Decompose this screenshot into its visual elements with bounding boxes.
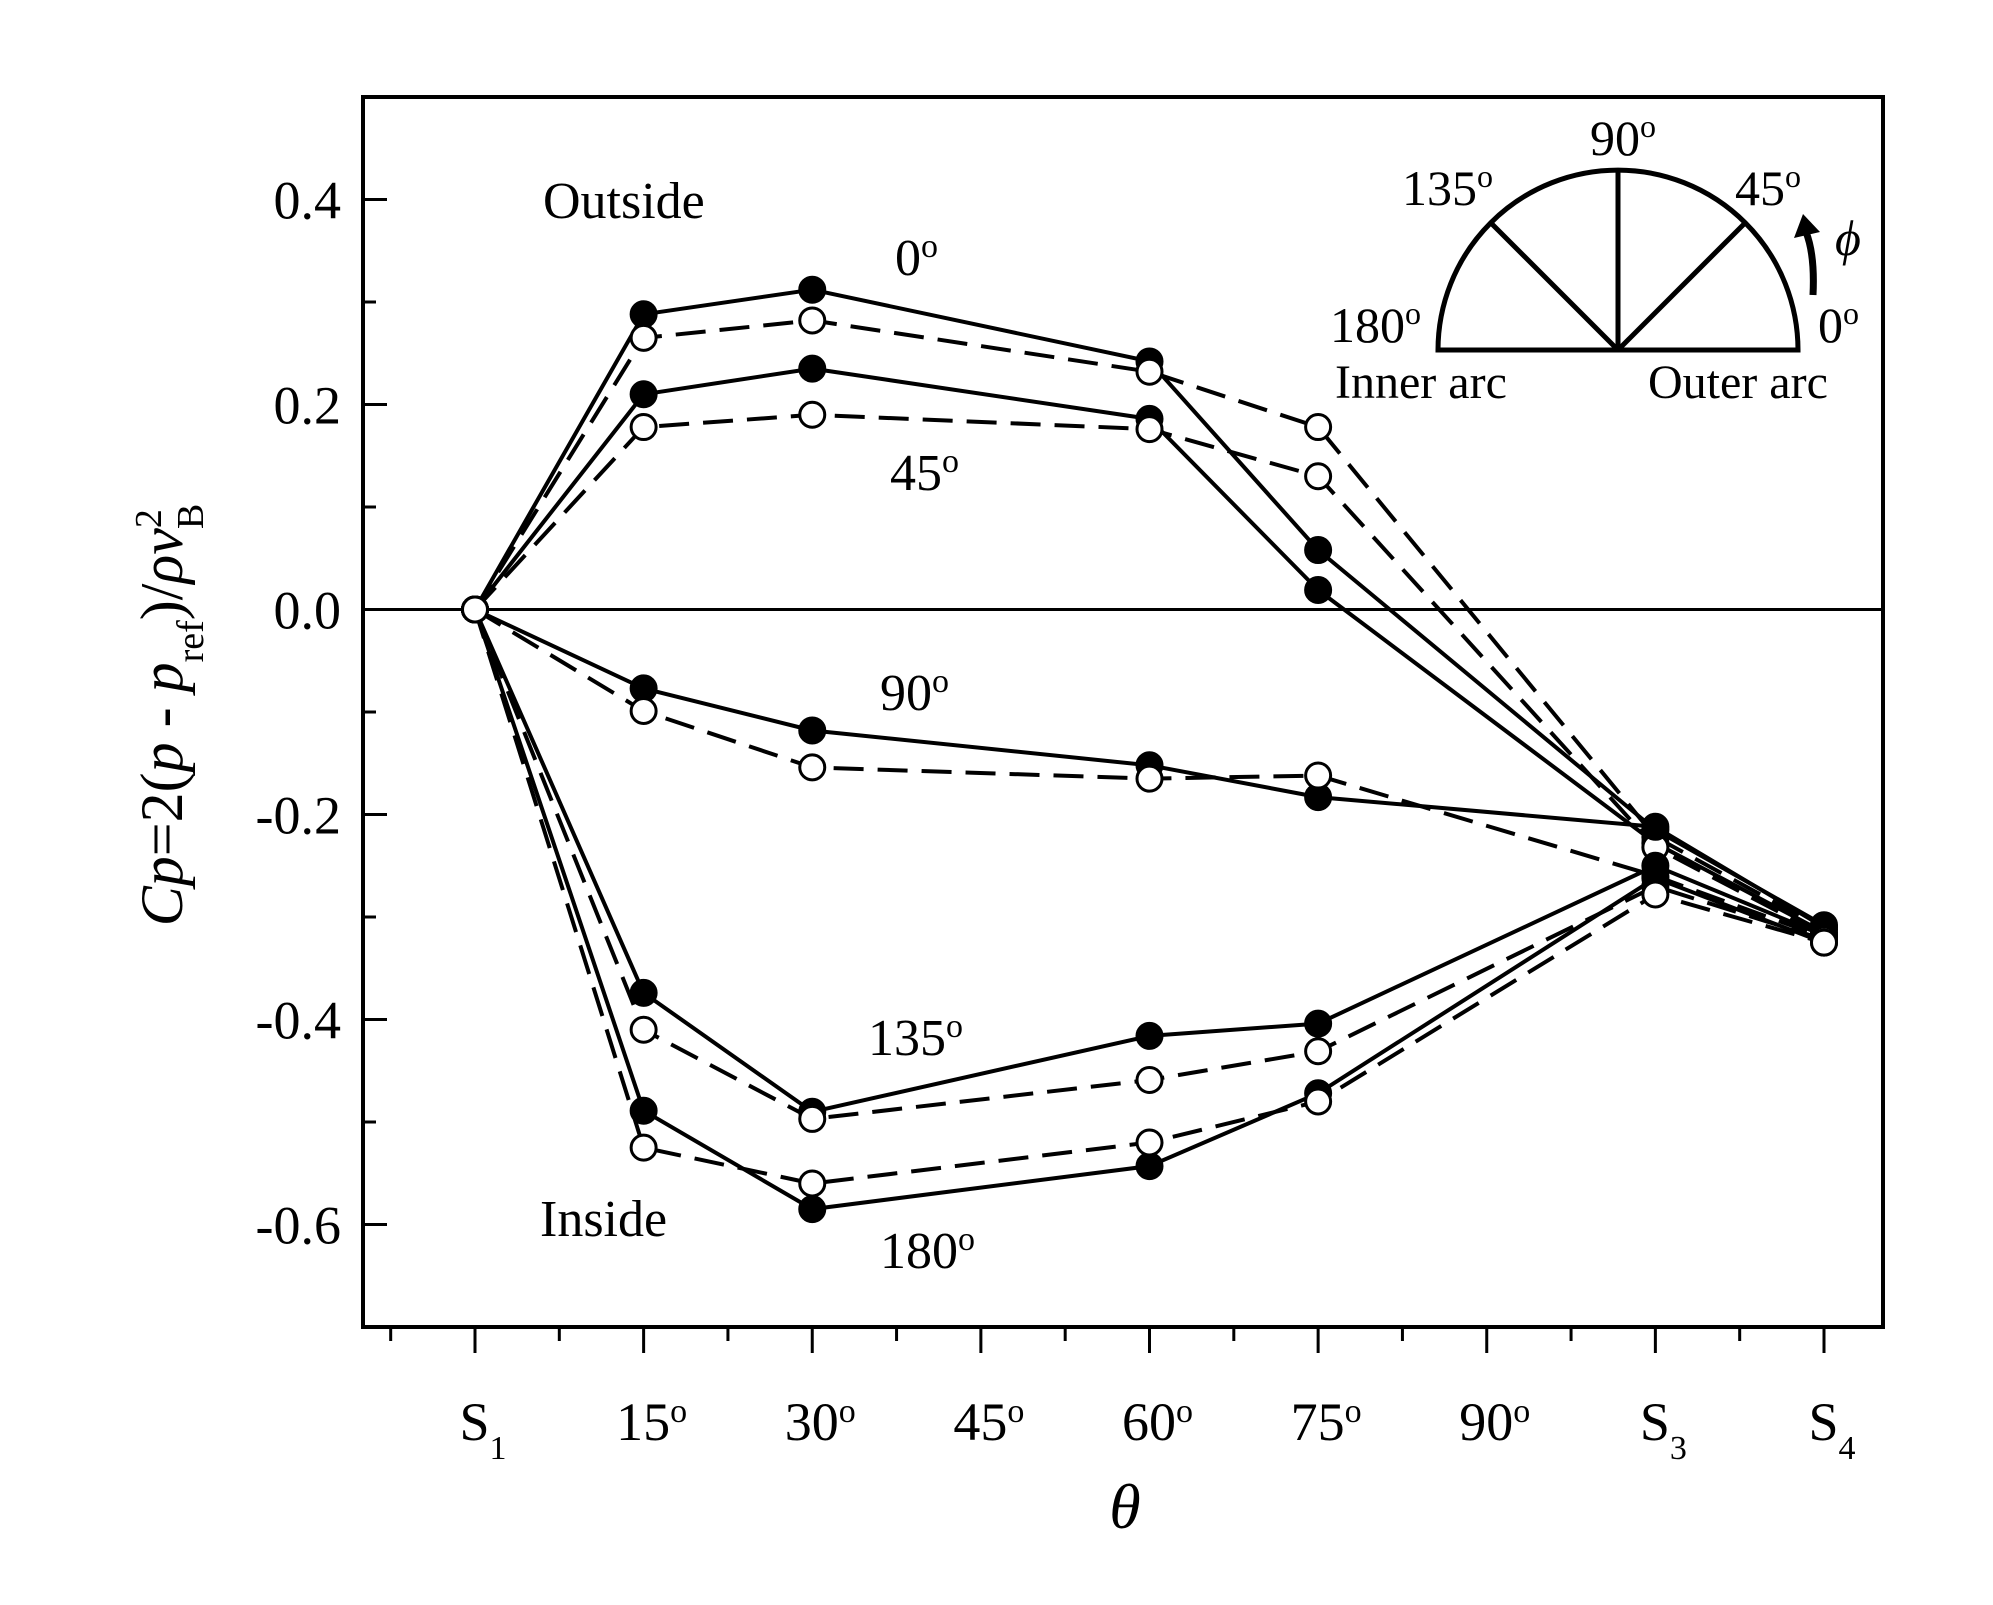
open-marker: [1304, 413, 1333, 442]
filled-marker: [1304, 536, 1333, 565]
inset-radius-line: [1488, 220, 1620, 352]
inset-outer-arc-label: Outer arc: [1648, 356, 1828, 409]
y-tick-label: 0.4: [274, 171, 342, 231]
open-marker: [1135, 1128, 1164, 1157]
label-curve-180: 180o: [880, 1221, 975, 1281]
y-tick-label: 0.0: [274, 581, 342, 641]
open-marker: [1810, 928, 1838, 957]
filled-marker: [1641, 812, 1670, 841]
x-tick-label: S1: [459, 1392, 506, 1467]
inset-semicircle: [1435, 167, 1801, 353]
x-tick-label: S3: [1640, 1392, 1687, 1467]
filled-marker: [629, 1096, 658, 1125]
inset-angle-label: 135o: [1402, 158, 1493, 216]
open-marker: [1304, 1087, 1333, 1116]
inset-angle-label: 180o: [1330, 295, 1421, 353]
x-tick-label: 90o: [1459, 1392, 1530, 1452]
label-curve-0: 0o: [895, 228, 938, 288]
y-axis-title: Cp=2(p - pref)/ρv2B: [128, 504, 212, 927]
x-axis-title: θ: [1109, 1471, 1140, 1542]
axis-titles: θ Cp=2(p - pref)/ρv2B: [128, 504, 1141, 1542]
open-marker: [1304, 761, 1333, 790]
x-tick-label: 30o: [785, 1392, 856, 1452]
filled-marker: [798, 716, 827, 745]
filled-marker: [1135, 1021, 1164, 1050]
open-marker: [629, 1133, 658, 1162]
angle-inset-diagram: 180o 135o 90o 45o 0o ϕ Inner arc Outer arc: [1330, 108, 1861, 409]
filled-marker: [798, 1195, 827, 1224]
x-tick-label: 15o: [616, 1392, 687, 1452]
x-tick-label: 60o: [1122, 1392, 1193, 1452]
y-tick-label: 0.2: [274, 376, 342, 436]
filled-marker: [1304, 576, 1333, 605]
open-marker: [798, 1169, 827, 1198]
open-marker: [798, 1104, 827, 1133]
y-tick-label: -0.4: [256, 991, 341, 1051]
filled-marker: [629, 978, 658, 1007]
open-marker: [629, 413, 658, 442]
filled-marker: [629, 300, 658, 329]
series-layer: [461, 275, 1838, 1224]
inset-phi-label: ϕ: [1835, 210, 1861, 266]
inset-inner-arc-label: Inner arc: [1335, 356, 1507, 409]
series-dashed: [461, 595, 1838, 1198]
filled-marker: [1304, 1009, 1333, 1038]
x-tick-label: S4: [1808, 1392, 1855, 1467]
inset-angle-label: 0o: [1818, 295, 1859, 353]
label-curve-45: 45o: [890, 443, 959, 503]
filled-marker: [798, 275, 827, 304]
open-marker: [629, 323, 658, 352]
annotation-layer: Outside Inside 0o 45o 90o 135o 180o: [540, 173, 975, 1280]
open-marker: [798, 753, 827, 782]
open-marker: [629, 1015, 658, 1044]
open-marker: [1641, 880, 1670, 909]
inset-radius-line: [1616, 220, 1748, 352]
y-axis: -0.6 -0.4 -0.2 0.0 0.2 0.4: [256, 95, 387, 1329]
open-marker: [629, 696, 658, 725]
open-marker: [1135, 764, 1164, 793]
inset-angle-label: 90o: [1590, 108, 1656, 166]
open-marker: [798, 306, 827, 335]
x-tick-label: 45o: [953, 1392, 1024, 1452]
annotation-outside: Outside: [543, 173, 705, 230]
filled-marker: [798, 354, 827, 383]
filled-marker: [1135, 1152, 1164, 1181]
open-marker: [1135, 357, 1164, 386]
inset-angle-label: 45o: [1735, 158, 1801, 216]
y-tick-label: -0.2: [256, 786, 341, 846]
open-marker: [1304, 462, 1333, 491]
open-marker: [1304, 1037, 1333, 1066]
label-curve-90: 90o: [880, 663, 949, 723]
annotation-inside: Inside: [540, 1191, 667, 1248]
y-tick-label: -0.6: [256, 1196, 341, 1256]
filled-marker: [629, 380, 658, 409]
open-marker: [461, 595, 489, 624]
x-axis: S1 15o 30o 45o 60o 75o 90o S3 S4: [389, 1327, 1856, 1467]
open-marker: [1135, 415, 1164, 444]
inset-direction-arrow: [1802, 230, 1817, 296]
label-curve-135: 135o: [868, 1008, 963, 1068]
x-tick-label: 75o: [1291, 1392, 1362, 1452]
open-marker: [1135, 1065, 1164, 1094]
open-marker: [798, 400, 827, 429]
inset-arrow-head: [1794, 214, 1820, 238]
